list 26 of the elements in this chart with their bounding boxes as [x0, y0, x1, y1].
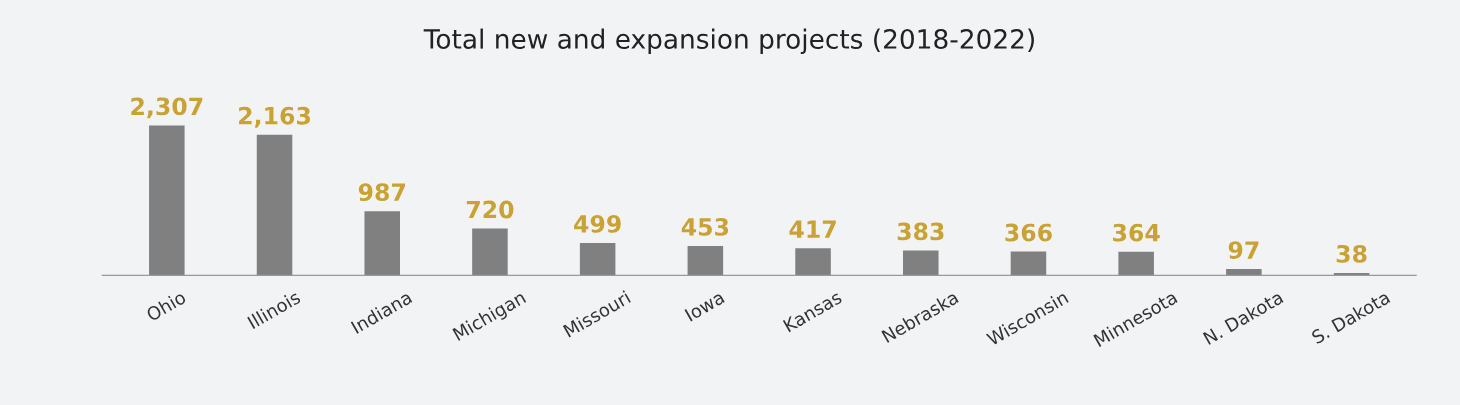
data-label: 383	[897, 222, 944, 241]
bar	[579, 242, 616, 276]
data-label: 364	[1113, 223, 1160, 242]
data-label: 38	[1336, 244, 1367, 263]
data-label: 453	[681, 217, 729, 236]
data-label: 2,307	[131, 97, 203, 119]
data-label: 987	[358, 183, 405, 202]
bar	[149, 125, 185, 276]
bar	[795, 248, 831, 276]
data-label: 720	[466, 200, 514, 219]
bar	[687, 245, 724, 276]
bar	[902, 250, 939, 276]
x-tick-label: Iowa	[684, 290, 725, 322]
bar	[472, 228, 508, 276]
data-label: 417	[789, 220, 836, 238]
bar	[256, 134, 293, 276]
bar	[1010, 251, 1047, 276]
data-label: 366	[1005, 223, 1052, 242]
x-tick-label: Ohio	[145, 289, 187, 322]
data-label: 499	[574, 214, 621, 233]
bar	[364, 211, 400, 276]
chart-title: Total new and expansion projects (2018-2022)	[423, 28, 1034, 55]
data-label: 97	[1228, 241, 1259, 259]
data-label: 2,163	[239, 106, 310, 128]
bar	[1118, 251, 1154, 276]
bar	[1226, 269, 1262, 276]
